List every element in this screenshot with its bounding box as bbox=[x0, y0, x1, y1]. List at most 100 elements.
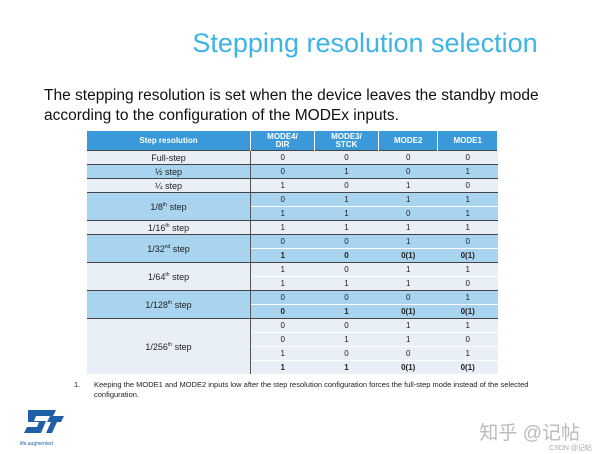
mode-value-cell: 1 bbox=[378, 332, 438, 347]
table-row: 1/16th step 1 1 1 1 bbox=[87, 220, 498, 235]
mode-value-cell: 1 bbox=[314, 192, 379, 207]
mode-value-cell: 1 bbox=[250, 206, 315, 221]
mode-value-cell: 0 bbox=[250, 150, 315, 165]
mode-value-cell: 0(1) bbox=[437, 304, 498, 319]
mode-value-cell: 1 bbox=[378, 276, 438, 291]
step-resolution-cell: 1/32nd step bbox=[87, 234, 251, 263]
column-header: MODE1 bbox=[437, 131, 498, 151]
footnote-text: Keeping the MODE1 and MODE2 inputs low a… bbox=[94, 380, 529, 399]
footnote: 1. Keeping the MODE1 and MODE2 inputs lo… bbox=[74, 380, 544, 400]
mode-value-cell: 1 bbox=[250, 178, 315, 193]
mode-value-cell: 1 bbox=[437, 206, 498, 221]
mode-value-cell: 0 bbox=[378, 150, 438, 165]
mode-value-cell: 0 bbox=[378, 206, 438, 221]
table-row: ½ step 0 1 0 1 bbox=[87, 164, 498, 179]
table-row: 1/32nd step 0 0 1 0 bbox=[87, 234, 498, 263]
mode-value-cell: 0(1) bbox=[437, 360, 498, 374]
mode-value-cell: 0 bbox=[378, 290, 438, 305]
mode-value-cell: 0 bbox=[437, 150, 498, 165]
mode-value-cell: 1 bbox=[314, 332, 379, 347]
step-resolution-table: Step resolution MODE4/DIR MODE3/STCK MODE2 M… bbox=[87, 131, 498, 374]
mode-value-cell: 1 bbox=[250, 262, 315, 277]
mode-value-cell: 0 bbox=[250, 318, 315, 333]
mode-value-cell: 1 bbox=[437, 192, 498, 207]
mode-value-cell: 1 bbox=[437, 290, 498, 305]
table-row: 1/256th step 0 0 1 1 bbox=[87, 318, 498, 374]
intro-text: The stepping resolution is set when the … bbox=[44, 87, 539, 124]
mode-value-cell: 0 bbox=[437, 332, 498, 347]
mode-value-cell: 0(1) bbox=[378, 360, 438, 374]
step-resolution-cell: 1/128th step bbox=[87, 290, 251, 319]
mode-value-cell: 0 bbox=[314, 318, 379, 333]
mode-value-cell: 1 bbox=[314, 304, 379, 319]
mode-value-cell: 1 bbox=[437, 262, 498, 277]
mode-value-cell: 1 bbox=[314, 206, 379, 221]
mode-value-cell: 0(1) bbox=[378, 248, 438, 263]
mode-value-cell: 1 bbox=[378, 178, 438, 193]
step-resolution-cell: 1/64th step bbox=[87, 262, 251, 291]
mode-value-cell: 1 bbox=[314, 164, 379, 179]
mode-value-cell: 0 bbox=[250, 234, 315, 249]
mode-value-cell: 1 bbox=[437, 318, 498, 333]
mode-value-cell: 0 bbox=[250, 192, 315, 207]
mode-value-cell: 0(1) bbox=[437, 248, 498, 263]
mode-value-cell: 1 bbox=[437, 346, 498, 361]
mode-value-cell: 0 bbox=[250, 290, 315, 305]
table-row: Full-step 0 0 0 0 bbox=[87, 150, 498, 165]
mode-value-cell: 1 bbox=[378, 318, 438, 333]
step-resolution-cell: ¼ step bbox=[87, 178, 251, 193]
mode-value-cell: 1 bbox=[250, 276, 315, 291]
table-row: ¼ step 1 0 1 0 bbox=[87, 178, 498, 193]
step-resolution-cell: ½ step bbox=[87, 164, 251, 179]
mode-value-cell: 0 bbox=[314, 262, 379, 277]
csdn-watermark: CSDN @记帖 bbox=[549, 445, 592, 452]
step-resolution-cell: 1/256th step bbox=[87, 318, 251, 374]
slide-title: Stepping resolution selection bbox=[192, 28, 538, 58]
mode-value-cell: 1 bbox=[250, 360, 315, 374]
mode-value-cell: 1 bbox=[314, 220, 379, 235]
mode-value-cell: 0 bbox=[378, 164, 438, 179]
step-resolution-cell: Full-step bbox=[87, 150, 251, 165]
mode-value-cell: 0 bbox=[250, 164, 315, 179]
mode-value-cell: 0 bbox=[437, 234, 498, 249]
st-logo: life.augmented bbox=[20, 408, 70, 447]
column-header: MODE3/STCK bbox=[314, 131, 379, 151]
mode-value-cell: 0 bbox=[378, 346, 438, 361]
mode-value-cell: 1 bbox=[314, 360, 379, 374]
mode-value-cell: 1 bbox=[250, 248, 315, 263]
mode-value-cell: 0 bbox=[314, 290, 379, 305]
step-resolution-cell: 1/8th step bbox=[87, 192, 251, 221]
mode-value-cell: 0 bbox=[314, 178, 379, 193]
mode-value-cell: 1 bbox=[378, 220, 438, 235]
column-header: Step resolution bbox=[87, 131, 251, 151]
mode-value-cell: 0 bbox=[314, 346, 379, 361]
mode-value-cell: 0 bbox=[314, 248, 379, 263]
mode-value-cell: 0 bbox=[314, 150, 379, 165]
mode-value-cell: 1 bbox=[378, 262, 438, 277]
column-header: MODE2 bbox=[378, 131, 439, 151]
table-row: 1 0 0(1) 0(1) bbox=[87, 248, 498, 263]
mode-value-cell: 0 bbox=[437, 276, 498, 291]
table-row: 0 1 0(1) 0(1) bbox=[87, 304, 498, 319]
mode-value-cell: 0 bbox=[250, 332, 315, 347]
mode-value-cell: 1 bbox=[378, 234, 438, 249]
step-resolution-cell: 1/16th step bbox=[87, 220, 251, 235]
watermark: 知乎 @记帖 bbox=[479, 423, 580, 444]
mode-value-cell: 1 bbox=[437, 164, 498, 179]
table-row: 1/8th step 0 1 1 1 bbox=[87, 192, 498, 221]
mode-value-cell: 0(1) bbox=[378, 304, 438, 319]
mode-value-cell: 0 bbox=[314, 234, 379, 249]
mode-value-cell: 1 bbox=[250, 220, 315, 235]
mode-value-cell: 1 bbox=[250, 346, 315, 361]
table-row: 1/128th step 0 0 0 1 bbox=[87, 290, 498, 319]
mode-value-cell: 1 bbox=[314, 276, 379, 291]
mode-value-cell: 1 bbox=[378, 192, 438, 207]
mode-value-cell: 0 bbox=[250, 304, 315, 319]
footnote-number: 1. bbox=[74, 380, 81, 389]
column-header: MODE4/DIR bbox=[250, 131, 315, 151]
logo-tagline: life.augmented bbox=[20, 441, 53, 447]
